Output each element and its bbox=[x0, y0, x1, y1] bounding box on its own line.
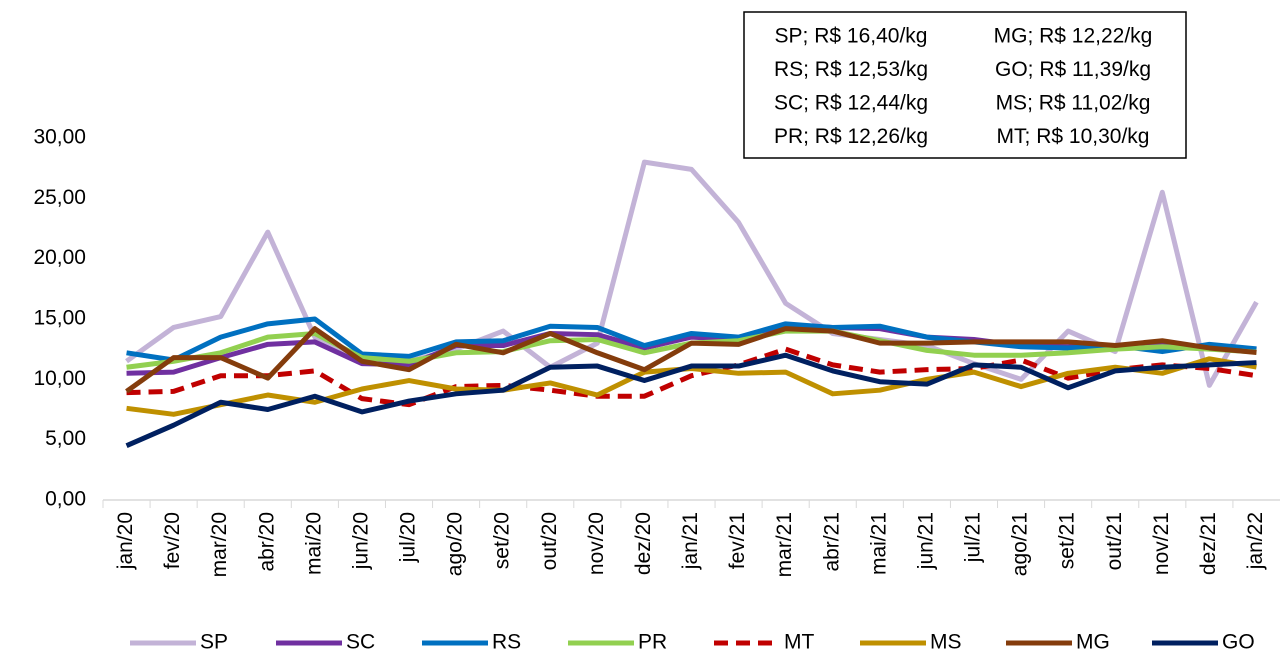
annotation: GO; R$ 11,39/kg bbox=[995, 58, 1151, 81]
series-line bbox=[125, 352, 1257, 448]
y-tick-label: 20,00 bbox=[33, 246, 86, 269]
annotation: SC; R$ 12,44/kg bbox=[774, 92, 928, 115]
x-tick-label: nov/20 bbox=[585, 512, 608, 575]
x-tick-label: jul/20 bbox=[397, 512, 420, 563]
annotation: MG; R$ 12,22/kg bbox=[994, 25, 1153, 48]
y-tick-label: 10,00 bbox=[33, 367, 86, 390]
x-tick-label: mar/20 bbox=[208, 512, 231, 577]
x-tick-label: jun/21 bbox=[914, 512, 937, 570]
x-tick-label: ago/21 bbox=[1009, 512, 1032, 576]
legend-label: MT bbox=[784, 631, 814, 654]
annotation: SP; R$ 16,40/kg bbox=[775, 25, 928, 48]
annotation: PR; R$ 12,26/kg bbox=[774, 125, 928, 148]
legend-label: GO bbox=[1222, 631, 1255, 654]
series-line bbox=[126, 346, 1257, 408]
x-tick-label: abr/20 bbox=[255, 512, 278, 572]
x-tick-label: fev/21 bbox=[726, 512, 749, 569]
x-tick-label: mai/21 bbox=[867, 512, 890, 575]
legend-label: MS bbox=[930, 631, 962, 654]
annotation-box bbox=[743, 11, 1187, 159]
x-tick-label: mai/20 bbox=[302, 512, 325, 575]
x-tick-label: out/20 bbox=[538, 512, 561, 570]
x-tick-label: mar/21 bbox=[773, 512, 796, 577]
x-tick-label: jun/20 bbox=[349, 512, 372, 570]
annotation: MT; R$ 10,30/kg bbox=[997, 125, 1150, 148]
legend-label: PR bbox=[638, 631, 667, 654]
series-line bbox=[125, 326, 1257, 394]
y-tick-label: 5,00 bbox=[45, 427, 86, 450]
x-tick-label: jan/20 bbox=[114, 512, 137, 570]
x-tick-label: nov/21 bbox=[1150, 512, 1173, 575]
x-tick-label: jan/22 bbox=[1244, 512, 1267, 570]
annotation: MS; R$ 11,02/kg bbox=[996, 92, 1151, 115]
y-tick-label: 30,00 bbox=[33, 126, 86, 149]
x-tick-label: fev/20 bbox=[161, 512, 184, 569]
x-tick-label: set/21 bbox=[1056, 512, 1079, 569]
x-tick-label: dez/21 bbox=[1197, 512, 1220, 575]
legend-label: SP bbox=[200, 631, 228, 654]
x-tick-label: abr/21 bbox=[820, 512, 843, 572]
x-tick-label: out/21 bbox=[1103, 512, 1126, 570]
y-tick-label: 25,00 bbox=[33, 186, 86, 209]
x-tick-label: ago/20 bbox=[444, 512, 467, 576]
x-tick-label: dez/20 bbox=[632, 512, 655, 575]
x-tick-label: set/20 bbox=[491, 512, 514, 569]
annotation: RS; R$ 12,53/kg bbox=[774, 58, 928, 81]
x-tick-label: jan/21 bbox=[679, 512, 702, 570]
x-tick-label: jul/21 bbox=[962, 512, 985, 563]
y-tick-label: 0,00 bbox=[45, 488, 86, 511]
y-tick-label: 15,00 bbox=[33, 307, 86, 330]
legend-label: SC bbox=[346, 631, 375, 654]
legend-label: MG bbox=[1076, 631, 1110, 654]
legend-label: RS bbox=[492, 631, 521, 654]
series-line bbox=[125, 159, 1259, 388]
series-line bbox=[126, 316, 1257, 363]
